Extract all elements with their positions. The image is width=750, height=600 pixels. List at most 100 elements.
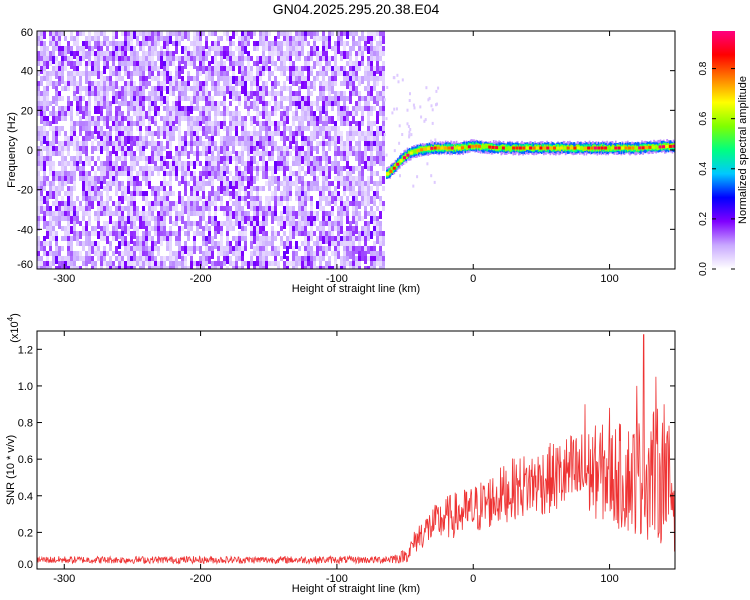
spectrogram-cell [121,226,124,234]
spectrogram-cell [223,181,226,186]
spectrogram-cell [166,71,169,79]
spectrogram-cell [151,76,154,81]
spectrogram-cell [76,236,79,241]
spectrogram-cell [127,41,130,46]
spectrogram-cell [226,226,229,231]
spectrogram-cell [70,81,73,86]
spectrogram-cell [334,246,337,254]
spectrogram-cell [61,116,64,121]
spectrogram-cell [277,151,280,156]
spectrogram-cell [271,236,274,241]
spectrogram-speck [416,175,419,179]
spectrogram-cell [214,266,217,269]
spectrogram-cell [352,216,355,224]
spectrogram-cell [73,161,76,166]
spectrogram-cell [112,266,115,269]
spectrogram-cell [244,116,247,124]
spectrogram-cell [328,256,331,261]
spectrogram-cell [244,186,247,194]
spectrogram-cell [301,96,304,104]
spectrogram-cell [235,241,238,246]
spectrogram-cell [328,171,331,179]
spectrogram-cell [67,206,70,211]
spectrogram-cell [136,111,139,116]
spectrogram-cell [367,156,370,164]
spectrogram-cell [58,111,61,119]
spectrogram-cell [160,261,163,266]
spectrogram-cell [238,196,241,204]
spectrogram-cell [139,256,142,261]
spectrogram-cell [232,31,235,39]
spectrogram-cell [334,71,337,79]
spectrogram-cell [121,236,124,241]
spectrogram-cell [58,176,61,181]
spectrogram-cell [163,196,166,201]
spectrogram-cell [214,231,217,239]
spectrogram-cell [328,131,331,136]
spectrogram-cell [316,96,319,101]
spectrogram-cell [139,76,142,84]
spectrogram-cell [211,241,214,246]
spectrogram-cell [82,161,85,169]
spectrogram-cell [256,116,259,121]
spectrogram-cell [211,101,214,106]
spectrogram-cell [289,61,292,66]
spectrogram-cell [115,266,118,269]
spectrogram-cell [343,66,346,71]
spectrogram-cell [244,121,247,126]
spectrogram-cell [310,246,313,251]
spectrogram-cell [82,41,85,49]
spectrogram-cell [331,191,334,196]
spectrogram-cell [328,236,331,241]
spectrogram-cell [382,231,385,239]
spectrogram-cell [91,131,94,139]
spectrogram-cell [256,136,259,141]
spectrogram-cell [46,106,49,111]
spectrogram-cell [76,106,79,114]
spectrogram-cell [379,201,382,206]
spectrogram-cell [274,126,277,134]
spectrogram-cell [373,266,376,269]
spectrogram-cell [139,186,142,191]
spectrogram-cell [97,46,100,54]
spectrogram-cell [334,261,337,266]
spectrogram-cell [202,81,205,89]
spectrogram-cell [241,196,244,201]
spectrogram-cell [319,51,322,56]
spectrogram-cell [91,231,94,236]
spectrogram-cell [124,151,127,159]
spectrogram-cell [202,171,205,179]
spectrogram-cell [115,231,118,236]
spectrogram-cell [160,116,163,121]
spectrogram-cell [217,41,220,46]
spectrogram-cell [145,251,148,259]
spectrogram-cell [136,56,139,61]
spectrogram-cell [304,116,307,121]
spectrogram-cell [220,171,223,176]
spectrogram-cell [190,261,193,269]
spectrogram-cell [91,51,94,56]
spectrogram-cell [277,196,280,201]
spectrogram-cell [79,166,82,171]
spectrogram-cell [199,136,202,141]
spectrogram-cell [292,111,295,116]
spectrogram-cell [163,66,166,74]
spectrogram-cell [352,126,355,131]
spectrogram-cell [265,46,268,51]
spectrogram-cell [253,216,256,224]
spectrogram-cell [73,61,76,69]
spectrogram-cell [358,166,361,171]
spectrogram-cell [367,196,370,201]
spectrogram-cell [256,221,259,229]
spectrogram-cell [304,236,307,241]
spectrogram-cell [169,216,172,224]
spectrogram-cell [127,46,130,51]
spectrogram-cell [382,81,385,86]
spectrogram-cell [379,231,382,236]
spectrogram-cell [166,191,169,196]
spectrogram-cell [139,191,142,196]
spectrogram-cell [226,211,229,219]
spectrogram-cell [190,121,193,126]
spectrogram-cell [196,206,199,214]
spectrogram-cell [355,106,358,111]
